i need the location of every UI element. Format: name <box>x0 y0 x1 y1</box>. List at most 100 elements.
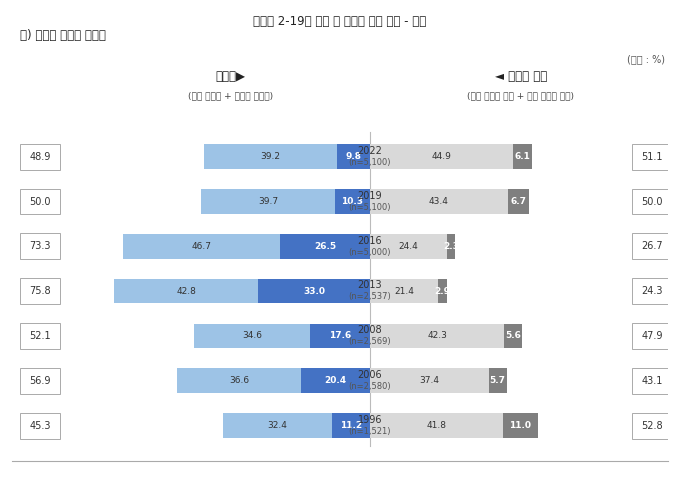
Text: (n=2,537): (n=2,537) <box>348 292 391 302</box>
Bar <box>370 413 503 438</box>
Text: (n=5,000): (n=5,000) <box>349 248 391 257</box>
Text: 그렇다▶: 그렇다▶ <box>216 70 245 83</box>
Bar <box>335 189 370 214</box>
Bar <box>201 189 335 214</box>
FancyBboxPatch shape <box>632 189 672 214</box>
Text: 2013: 2013 <box>358 280 382 290</box>
Text: 36.6: 36.6 <box>229 377 249 385</box>
Bar <box>438 279 447 303</box>
Text: 37.4: 37.4 <box>420 377 439 385</box>
Text: 26.7: 26.7 <box>641 242 663 251</box>
FancyBboxPatch shape <box>632 233 672 259</box>
Text: 51.1: 51.1 <box>641 151 662 162</box>
Text: (단위 : %): (단위 : %) <box>627 54 665 64</box>
Text: (매우 그렇다 + 대체로 그렇다): (매우 그렇다 + 대체로 그렇다) <box>188 91 273 101</box>
Bar <box>122 234 280 258</box>
Bar <box>114 279 258 303</box>
Text: 26.5: 26.5 <box>314 242 336 251</box>
Text: 43.1: 43.1 <box>641 376 662 386</box>
Bar <box>194 324 310 348</box>
FancyBboxPatch shape <box>20 189 60 214</box>
Text: 43.4: 43.4 <box>429 197 449 206</box>
Text: 45.3: 45.3 <box>29 421 51 431</box>
Text: 2016: 2016 <box>358 236 382 245</box>
Text: 39.2: 39.2 <box>260 152 281 161</box>
Bar <box>489 368 507 393</box>
Text: 48.9: 48.9 <box>29 151 51 162</box>
Bar <box>337 144 370 169</box>
FancyBboxPatch shape <box>20 413 60 439</box>
Bar <box>370 368 489 393</box>
Text: (n=2,580): (n=2,580) <box>348 382 391 391</box>
Text: 2022: 2022 <box>358 146 382 156</box>
Text: 5.7: 5.7 <box>490 377 506 385</box>
Text: (n=2,569): (n=2,569) <box>348 337 391 347</box>
Text: (n=1,521): (n=1,521) <box>349 427 391 436</box>
FancyBboxPatch shape <box>20 233 60 259</box>
Text: 33.0: 33.0 <box>303 287 325 296</box>
FancyBboxPatch shape <box>20 368 60 394</box>
Text: 10.3: 10.3 <box>341 197 363 206</box>
Bar <box>258 279 370 303</box>
FancyBboxPatch shape <box>20 278 60 304</box>
Text: 56.9: 56.9 <box>29 376 51 386</box>
Bar <box>508 189 529 214</box>
Bar <box>370 324 505 348</box>
Text: 11.2: 11.2 <box>340 421 362 430</box>
Text: 52.8: 52.8 <box>641 421 663 431</box>
Text: 42.3: 42.3 <box>427 332 447 341</box>
Text: 34.6: 34.6 <box>242 332 262 341</box>
Bar <box>447 234 455 258</box>
Text: 44.9: 44.9 <box>431 152 451 161</box>
Text: 17.6: 17.6 <box>329 332 351 341</box>
FancyBboxPatch shape <box>632 368 672 394</box>
Bar <box>370 189 508 214</box>
Text: 50.0: 50.0 <box>641 197 662 207</box>
Text: 문) 낙태는 해서는 안된다: 문) 낙태는 해서는 안된다 <box>20 30 106 42</box>
FancyBboxPatch shape <box>632 144 672 169</box>
Text: 42.8: 42.8 <box>176 287 196 296</box>
Text: 47.9: 47.9 <box>641 331 662 341</box>
Bar <box>505 324 522 348</box>
Text: (n=5,100): (n=5,100) <box>349 158 391 167</box>
Bar <box>513 144 532 169</box>
Text: 9.8: 9.8 <box>345 152 361 161</box>
Bar <box>301 368 370 393</box>
Text: 6.7: 6.7 <box>511 197 526 206</box>
Text: 11.0: 11.0 <box>509 421 531 430</box>
Bar <box>503 413 538 438</box>
Text: 2006: 2006 <box>358 370 382 380</box>
Text: 2019: 2019 <box>358 191 382 201</box>
Bar <box>370 144 513 169</box>
Bar <box>370 279 438 303</box>
Bar <box>204 144 337 169</box>
Text: 50.0: 50.0 <box>29 197 51 207</box>
Text: 21.4: 21.4 <box>394 287 413 296</box>
Bar <box>280 234 370 258</box>
Text: 24.3: 24.3 <box>641 286 662 296</box>
Text: 52.1: 52.1 <box>29 331 51 341</box>
FancyBboxPatch shape <box>632 413 672 439</box>
Text: 6.1: 6.1 <box>514 152 530 161</box>
Text: 〈그림 2-19〉 결혼 및 자녀에 대한 인식 - 낙태: 〈그림 2-19〉 결혼 및 자녀에 대한 인식 - 낙태 <box>254 15 426 29</box>
Text: 2.9: 2.9 <box>435 287 450 296</box>
FancyBboxPatch shape <box>632 323 672 349</box>
FancyBboxPatch shape <box>20 323 60 349</box>
Bar <box>332 413 370 438</box>
FancyBboxPatch shape <box>20 144 60 169</box>
Bar <box>177 368 301 393</box>
FancyBboxPatch shape <box>632 278 672 304</box>
Text: 5.6: 5.6 <box>505 332 521 341</box>
Text: 41.8: 41.8 <box>426 421 446 430</box>
Text: (n=5,100): (n=5,100) <box>349 203 391 212</box>
Text: 20.4: 20.4 <box>324 377 346 385</box>
Text: 32.4: 32.4 <box>267 421 287 430</box>
Bar <box>222 413 332 438</box>
Bar <box>310 324 370 348</box>
Text: 46.7: 46.7 <box>192 242 211 251</box>
Text: (별로 그렇지 않다 + 전혀 그렇지 않다): (별로 그렇지 않다 + 전혀 그렇지 않다) <box>467 91 575 101</box>
Bar <box>370 234 447 258</box>
Text: 75.8: 75.8 <box>29 286 51 296</box>
Text: 2.3: 2.3 <box>443 242 459 251</box>
Text: 24.4: 24.4 <box>398 242 418 251</box>
